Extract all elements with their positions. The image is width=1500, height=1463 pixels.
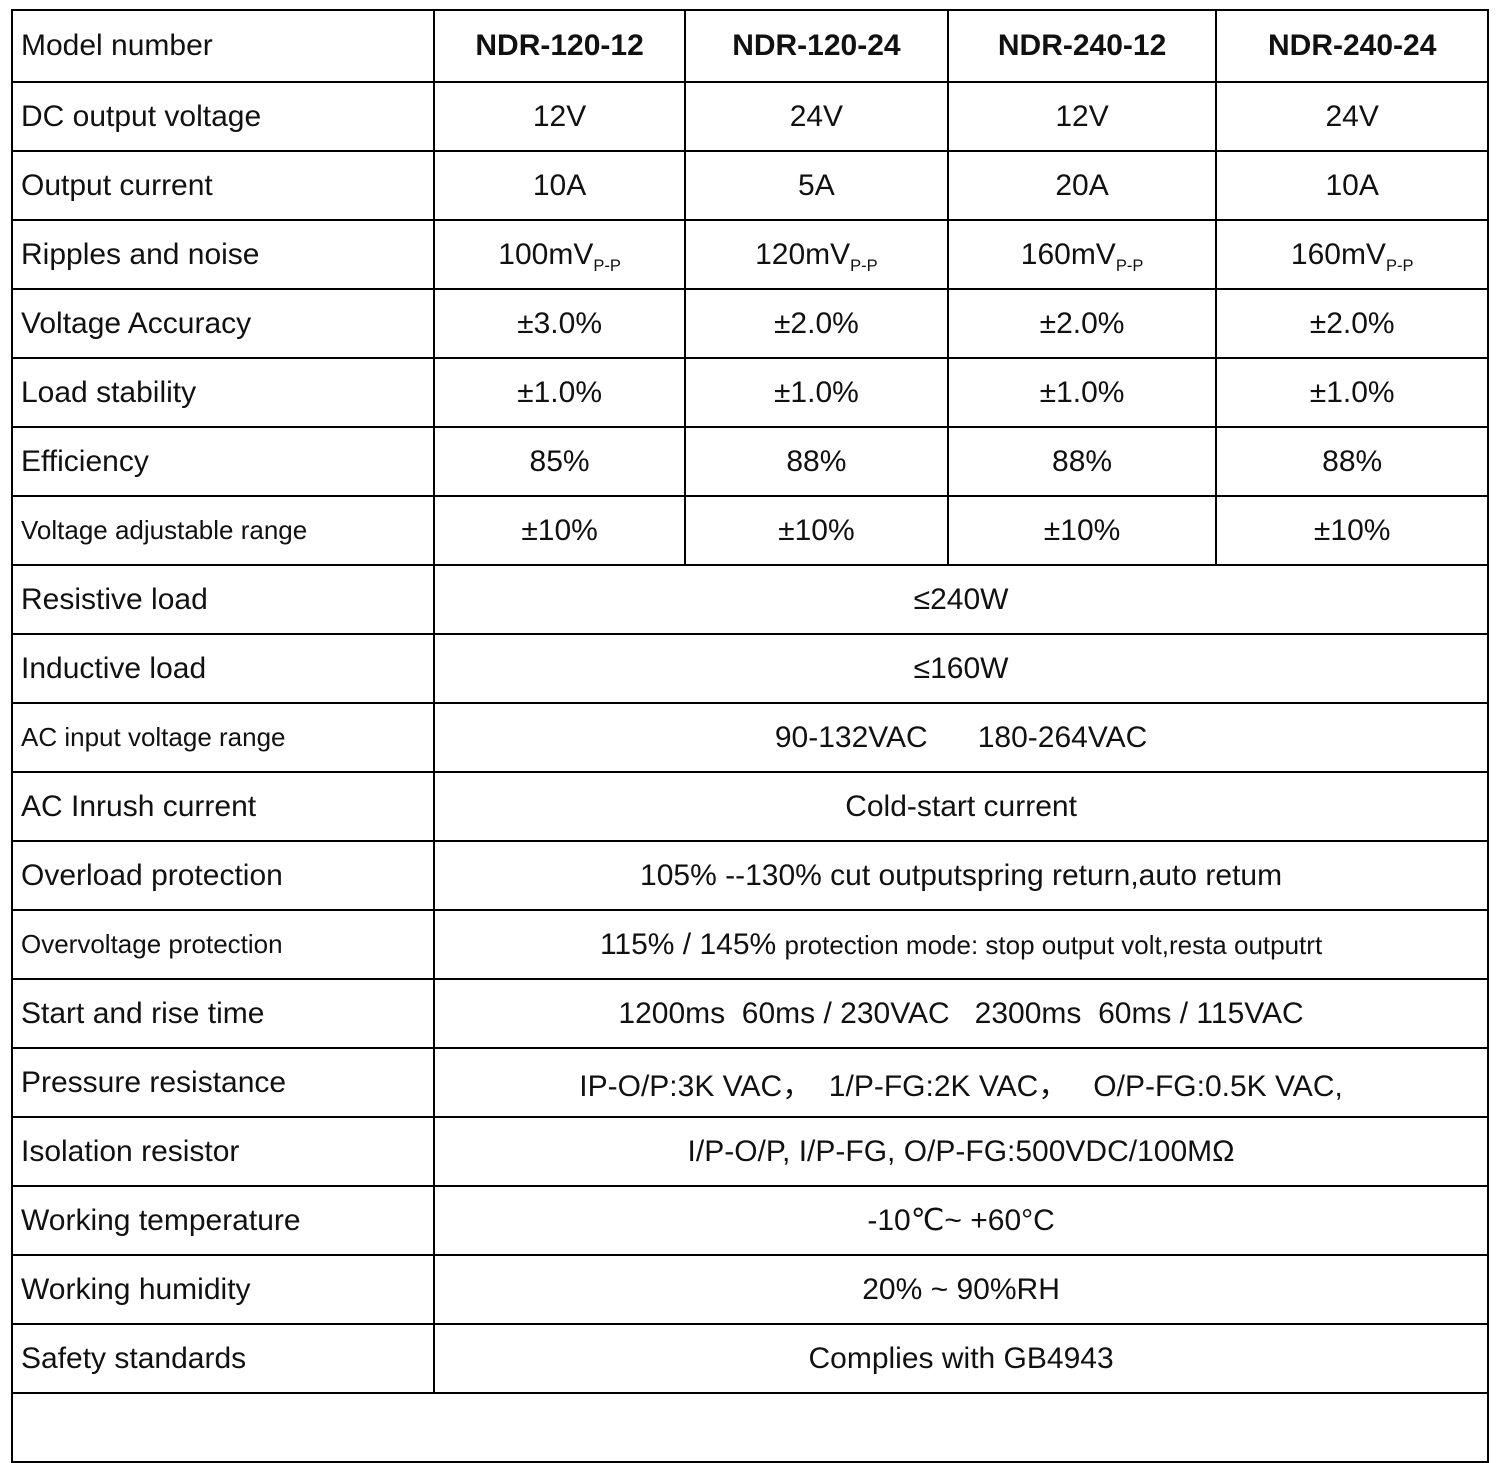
spec-label-cell: Overvoltage protection — [10, 909, 436, 980]
spec-value-cell: ±1.0% — [946, 357, 1218, 428]
spec-row: Overvoltage protection 115% / 145% protec… — [10, 909, 1489, 980]
spec-label-cell: Ripples and noise — [10, 219, 436, 290]
spec-span-cell: -10℃~ +60°C — [433, 1185, 1489, 1256]
spec-span-cell: ≤160W — [433, 633, 1489, 704]
spec-value-cell: 100mVP-P — [433, 219, 687, 290]
spec-value-cell: 20A — [946, 150, 1218, 221]
spec-label-cell: Inductive load — [10, 633, 436, 704]
spec-value-cell: 5A — [684, 150, 949, 221]
spec-label-cell: Output current — [10, 150, 436, 221]
spec-value-cell: 88% — [946, 426, 1218, 497]
spec-span-cell: IP-O/P:3K VAC， 1/P-FG:2K VAC， O/P-FG:0.5… — [433, 1047, 1489, 1118]
spec-label-cell: Working humidity — [10, 1254, 436, 1325]
footer-cell — [11, 1392, 1489, 1463]
spec-value-cell: ±1.0% — [433, 357, 687, 428]
spec-row: Working temperature -10℃~ +60°C — [10, 1185, 1489, 1256]
spec-value-cell: ±10% — [433, 495, 687, 566]
spec-value-cell: 24V — [1215, 81, 1489, 152]
spec-row: AC input voltage range 90-132VAC 180-264V… — [10, 702, 1489, 773]
spec-value-cell: ±10% — [946, 495, 1218, 566]
spec-label-cell: Resistive load — [10, 564, 436, 635]
spec-label-cell: Start and rise time — [10, 978, 436, 1049]
spec-table: Model number NDR-120-12 NDR-120-24 NDR-240-… — [10, 9, 1489, 1463]
spec-value-cell: ±2.0% — [946, 288, 1218, 359]
spec-row: Inductive load ≤160W — [10, 633, 1489, 704]
spec-label-cell: Pressure resistance — [10, 1047, 436, 1118]
spec-value-cell: 12V — [433, 81, 687, 152]
spec-label-cell: Overload protection — [10, 840, 436, 911]
spec-value-cell: 88% — [1215, 426, 1489, 497]
model-number-cell: NDR-120-24 — [684, 9, 949, 83]
spec-value-cell: 85% — [433, 426, 687, 497]
spec-row: Isolation resistor I/P-O/P, I/P-FG, O/P-F… — [10, 1116, 1489, 1187]
spec-value-cell: 160mVP-P — [1215, 219, 1489, 290]
subscript: P-P — [1385, 256, 1414, 275]
span-small-text: protection mode: stop output volt,resta … — [784, 929, 1323, 960]
subscript: P-P — [850, 256, 878, 275]
spec-value-cell: ±1.0% — [1215, 357, 1489, 428]
spec-label-cell: Efficiency — [10, 426, 436, 497]
spec-label-cell: DC output voltage — [10, 81, 436, 152]
spec-row: AC Inrush current Cold-start current — [10, 771, 1489, 842]
spec-row: Voltage Accuracy ±3.0% ±2.0% ±2.0% ±2.0% — [10, 288, 1489, 359]
spec-value-cell: 12V — [946, 81, 1218, 152]
footer-row — [11, 1392, 1489, 1463]
spec-row: Working humidity 20% ~ 90%RH — [10, 1254, 1489, 1325]
spec-row: Overload protection 105% --130% cut outpu… — [10, 840, 1489, 911]
spec-value-cell: 10A — [433, 150, 687, 221]
spec-span-cell: 105% --130% cut outputspring return,auto… — [433, 840, 1489, 911]
spec-span-cell: 20% ~ 90%RH — [433, 1254, 1489, 1325]
spec-value-cell: 120mVP-P — [684, 219, 949, 290]
spec-row: Load stability ±1.0% ±1.0% ±1.0% ±1.0% — [10, 357, 1489, 428]
spec-row: Start and rise time 1200ms 60ms / 230VAC … — [10, 978, 1489, 1049]
spec-span-cell: 90-132VAC 180-264VAC — [433, 702, 1489, 773]
subscript: P-P — [1115, 256, 1144, 275]
spec-label-cell: Voltage Accuracy — [10, 288, 436, 359]
spec-row: Ripples and noise 100mVP-P 120mVP-P 160mVP-… — [10, 219, 1489, 290]
spec-label-cell: Working temperature — [10, 1185, 436, 1256]
spec-value-cell: ±10% — [684, 495, 949, 566]
spec-label-cell: Isolation resistor — [10, 1116, 436, 1187]
spec-row: Output current 10A 5A 20A 10A — [10, 150, 1489, 221]
header-label-cell: Model number — [10, 9, 436, 83]
spec-row: Efficiency 85% 88% 88% 88% — [10, 426, 1489, 497]
spec-span-cell: Complies with GB4943 — [433, 1323, 1489, 1394]
model-number-cell: NDR-240-12 — [946, 9, 1218, 83]
subscript: P-P — [593, 256, 621, 275]
spec-span-cell: ≤240W — [433, 564, 1489, 635]
spec-row: Resistive load ≤240W — [10, 564, 1489, 635]
spec-value-cell: 10A — [1215, 150, 1489, 221]
spec-value-cell: 88% — [684, 426, 949, 497]
spec-span-cell: 1200ms 60ms / 230VAC 2300ms 60ms / 115VA… — [433, 978, 1489, 1049]
model-number-cell: NDR-120-12 — [433, 9, 687, 83]
spec-row: DC output voltage 12V 24V 12V 24V — [10, 81, 1489, 152]
spec-label-cell: Voltage adjustable range — [10, 495, 436, 566]
spec-value-cell: ±3.0% — [433, 288, 687, 359]
model-number-cell: NDR-240-24 — [1215, 9, 1489, 83]
spec-label-cell: AC Inrush current — [10, 771, 436, 842]
spec-label-cell: AC input voltage range — [10, 702, 436, 773]
spec-value-cell: ±2.0% — [1215, 288, 1489, 359]
spec-value-cell: ±10% — [1215, 495, 1489, 566]
spec-value-cell: ±2.0% — [684, 288, 949, 359]
spec-label-cell: Safety standards — [10, 1323, 436, 1394]
header-row: Model number NDR-120-12 NDR-120-24 NDR-240-… — [10, 9, 1489, 83]
spec-label-cell: Load stability — [10, 357, 436, 428]
spec-value-cell: ±1.0% — [684, 357, 949, 428]
spec-span-cell: 115% / 145% protection mode: stop output… — [433, 909, 1489, 980]
spec-span-cell: I/P-O/P, I/P-FG, O/P-FG:500VDC/100MΩ — [433, 1116, 1489, 1187]
spec-row: Safety standards Complies with GB4943 — [10, 1323, 1489, 1394]
spec-span-cell: Cold-start current — [433, 771, 1489, 842]
spec-value-cell: 160mVP-P — [946, 219, 1218, 290]
spec-table-body: Model number NDR-120-12 NDR-120-24 NDR-240-… — [10, 9, 1489, 1463]
spec-value-cell: 24V — [684, 81, 949, 152]
spec-row: Pressure resistance IP-O/P:3K VAC， 1/P-FG… — [10, 1047, 1489, 1118]
spec-sheet-page: { "table": { "header": { "label": "Model… — [0, 9, 1500, 1463]
spec-row: Voltage adjustable range ±10% ±10% ±10% ±10% — [10, 495, 1489, 566]
